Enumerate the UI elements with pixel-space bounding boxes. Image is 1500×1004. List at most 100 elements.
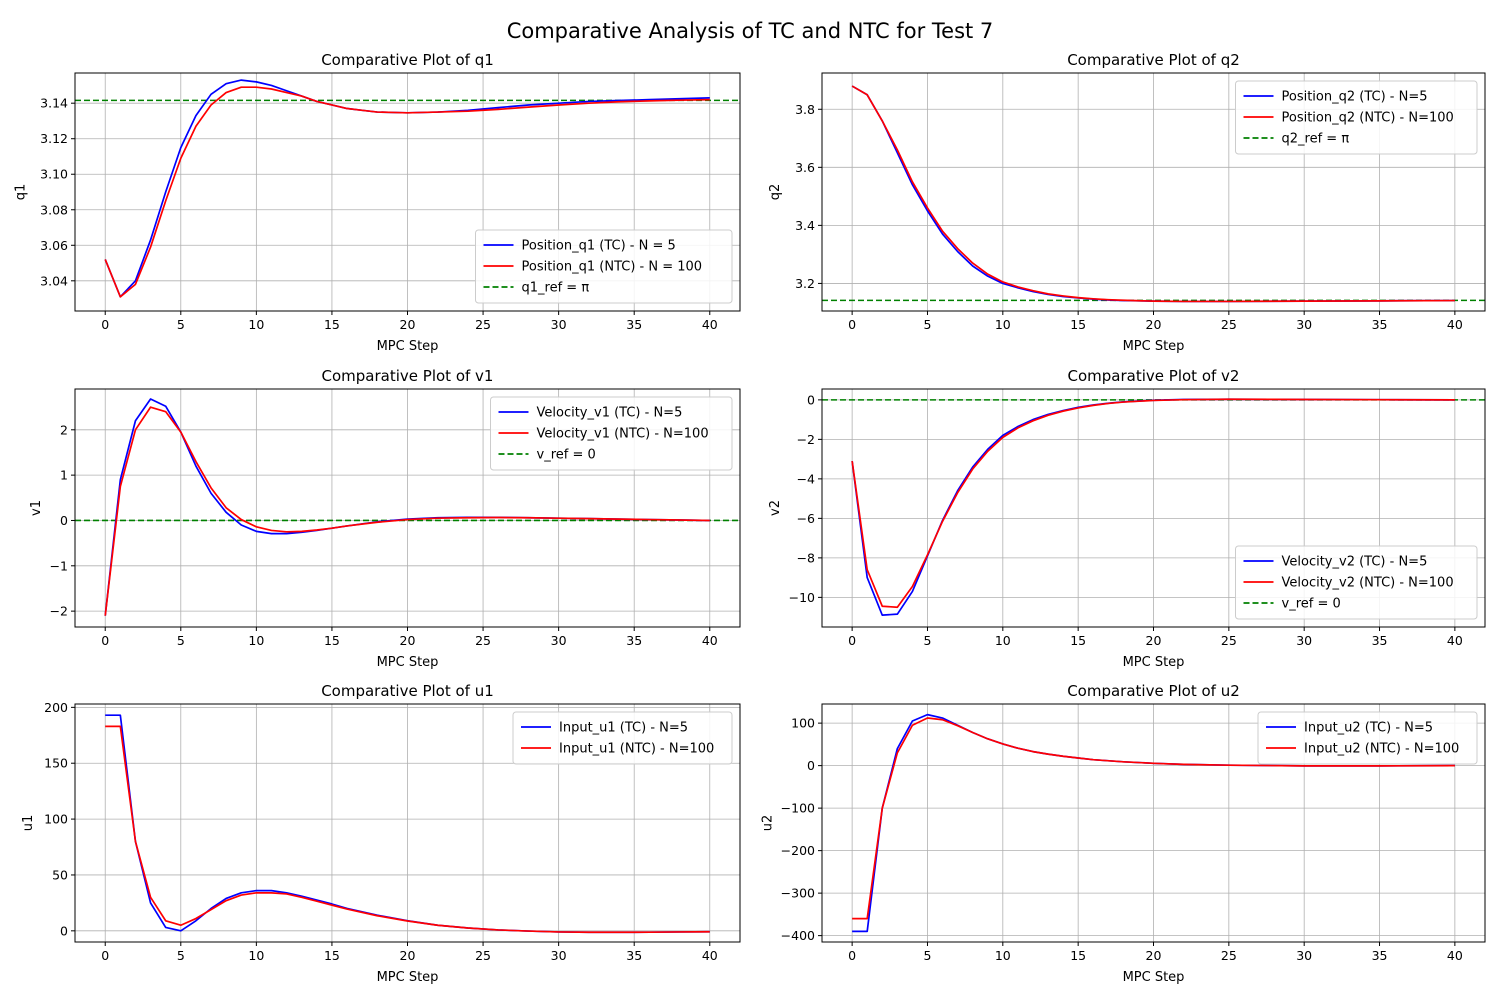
x-axis-label-v1: MPC Step bbox=[377, 655, 439, 670]
x-tick-label: 25 bbox=[1221, 633, 1237, 648]
series-line-q1-ntc bbox=[104, 86, 710, 298]
y-tick-label: −2 bbox=[797, 432, 815, 447]
x-tick-label: 30 bbox=[551, 948, 567, 963]
x-axis-label-q1: MPC Step bbox=[377, 339, 439, 354]
x-tick-label: 15 bbox=[1070, 633, 1086, 648]
series-line-u1-ntc bbox=[105, 725, 710, 934]
y-tick-label: −300 bbox=[781, 886, 815, 901]
x-tick-label: 30 bbox=[1296, 948, 1312, 963]
x-tick-label: 40 bbox=[702, 633, 718, 648]
y-tick-label: −200 bbox=[781, 843, 815, 858]
x-tick-label: 35 bbox=[1372, 948, 1388, 963]
y-tick-label: −1 bbox=[50, 558, 68, 573]
subplot-u1: 0 5 10 15 20 25 30 35 40 0 50 100 150 200 Comparative … bbox=[21, 682, 741, 985]
x-tick-label: 10 bbox=[248, 948, 264, 963]
x-tick-label: 30 bbox=[551, 633, 567, 648]
y-tick-label: 200 bbox=[44, 700, 68, 715]
x-tick-label: 20 bbox=[1146, 633, 1162, 648]
x-tick-label: 25 bbox=[1221, 948, 1237, 963]
legend-label: Velocity_v1 (NTC) - N=100 bbox=[537, 427, 709, 442]
legend-q2: Position_q2 (TC) - N=5 Position_q2 (NTC) … bbox=[1235, 80, 1478, 155]
x-tick-label: 20 bbox=[1146, 317, 1162, 332]
x-tick-label: 15 bbox=[1070, 948, 1086, 963]
subplot-title-u1: Comparative Plot of u1 bbox=[321, 682, 494, 700]
subplot-v2: 0 5 10 15 20 25 30 35 40 −10 −8 −6 −4 −2 0 Comparative … bbox=[768, 367, 1486, 670]
x-tick-label: 5 bbox=[177, 948, 185, 963]
y-tick-label: −10 bbox=[789, 590, 815, 605]
y-tick-label: −100 bbox=[781, 801, 815, 816]
y-tick-label: 2 bbox=[60, 422, 68, 437]
x-tick-label: 0 bbox=[848, 948, 856, 963]
x-tick-label: 10 bbox=[248, 317, 264, 332]
x-axis-label-u2: MPC Step bbox=[1123, 970, 1185, 985]
y-tick-label: −8 bbox=[797, 550, 815, 565]
subplot-v1: 0 5 10 15 20 25 30 35 40 −2 −1 0 1 2 Comparative Plot … bbox=[29, 367, 741, 670]
legend-label: Input_u2 (NTC) - N=100 bbox=[1304, 742, 1459, 757]
x-axis-label-v2: MPC Step bbox=[1123, 655, 1185, 670]
x-tick-label: 30 bbox=[551, 317, 567, 332]
x-tick-label: 5 bbox=[177, 633, 185, 648]
x-tick-label: 30 bbox=[1296, 317, 1312, 332]
x-tick-label: 0 bbox=[101, 633, 109, 648]
y-tick-label: 50 bbox=[52, 867, 68, 882]
x-tick-label: 40 bbox=[1447, 317, 1463, 332]
x-tick-label: 5 bbox=[924, 633, 932, 648]
x-tick-label: 0 bbox=[848, 317, 856, 332]
subplot-title-v2: Comparative Plot of v2 bbox=[1068, 367, 1240, 385]
x-tick-label: 15 bbox=[1070, 317, 1086, 332]
series-line-v1-ntc bbox=[104, 406, 710, 616]
x-tick-label: 10 bbox=[248, 633, 264, 648]
legend-label: v_ref = 0 bbox=[1282, 597, 1341, 612]
legend-box bbox=[490, 396, 733, 471]
x-axis-label-q2: MPC Step bbox=[1123, 339, 1185, 354]
y-tick-label: 3.4 bbox=[795, 218, 815, 233]
legend-label: Position_q1 (NTC) - N = 100 bbox=[522, 260, 703, 275]
x-tick-label: 35 bbox=[1372, 633, 1388, 648]
subplot-q2: 0 5 10 15 20 25 30 35 40 3.2 3.4 3.6 3.8 Comparative … bbox=[768, 51, 1486, 354]
y-tick-label: 3.12 bbox=[40, 131, 68, 146]
legend-box bbox=[1235, 80, 1478, 155]
subplot-u2: 0 5 10 15 20 25 30 35 40 −400 −300 −200 −100 0 100 Comp… bbox=[761, 682, 1486, 985]
y-tick-label: 3.04 bbox=[40, 273, 68, 288]
y-tick-label: 100 bbox=[44, 812, 68, 827]
legend-box bbox=[1257, 711, 1478, 765]
subplot-title-q2: Comparative Plot of q2 bbox=[1067, 51, 1240, 69]
y-tick-label: −4 bbox=[797, 471, 815, 486]
y-axis-label-v2: v2 bbox=[768, 500, 783, 516]
y-tick-label: −2 bbox=[50, 604, 68, 619]
x-tick-label: 20 bbox=[400, 948, 416, 963]
legend-label: q2_ref = π bbox=[1282, 132, 1350, 147]
y-tick-label: 100 bbox=[791, 716, 815, 731]
series-line-q2-ntc bbox=[851, 85, 1455, 303]
legend-box bbox=[475, 229, 733, 304]
x-tick-label: 0 bbox=[101, 317, 109, 332]
legend-label: Input_u1 (NTC) - N=100 bbox=[559, 742, 714, 757]
x-tick-label: 10 bbox=[995, 948, 1011, 963]
x-tick-label: 10 bbox=[995, 633, 1011, 648]
x-tick-label: 35 bbox=[626, 633, 642, 648]
legend-box bbox=[512, 711, 733, 765]
y-axis-label-u2: u2 bbox=[761, 815, 776, 832]
x-tick-label: 25 bbox=[475, 317, 491, 332]
x-tick-label: 25 bbox=[475, 948, 491, 963]
x-tick-label: 20 bbox=[1146, 948, 1162, 963]
legend-v1: Velocity_v1 (TC) - N=5 Velocity_v1 (NTC) … bbox=[490, 396, 733, 471]
legend-u1: Input_u1 (TC) - N=5 Input_u1 (NTC) - N=10… bbox=[512, 711, 733, 765]
x-tick-label: 5 bbox=[924, 948, 932, 963]
x-tick-label: 0 bbox=[848, 633, 856, 648]
subplot-title-q1: Comparative Plot of q1 bbox=[321, 51, 494, 69]
y-tick-label: 0 bbox=[807, 758, 815, 773]
legend-label: Input_u2 (TC) - N=5 bbox=[1304, 721, 1433, 736]
x-tick-label: 35 bbox=[626, 948, 642, 963]
legend-label: Position_q2 (NTC) - N=100 bbox=[1282, 111, 1454, 126]
series-line-u2-ntc bbox=[852, 717, 1455, 920]
x-tick-label: 15 bbox=[324, 633, 340, 648]
subplot-q1: 0 5 10 15 20 25 30 35 40 3.04 3.06 3.08 3.10 3.12 3.14… bbox=[14, 51, 741, 354]
y-tick-label: 150 bbox=[44, 756, 68, 771]
y-tick-label: 3.14 bbox=[40, 96, 68, 111]
x-tick-label: 25 bbox=[1221, 317, 1237, 332]
x-tick-label: 20 bbox=[400, 317, 416, 332]
y-tick-label: 3.06 bbox=[40, 238, 68, 253]
x-tick-label: 10 bbox=[995, 317, 1011, 332]
